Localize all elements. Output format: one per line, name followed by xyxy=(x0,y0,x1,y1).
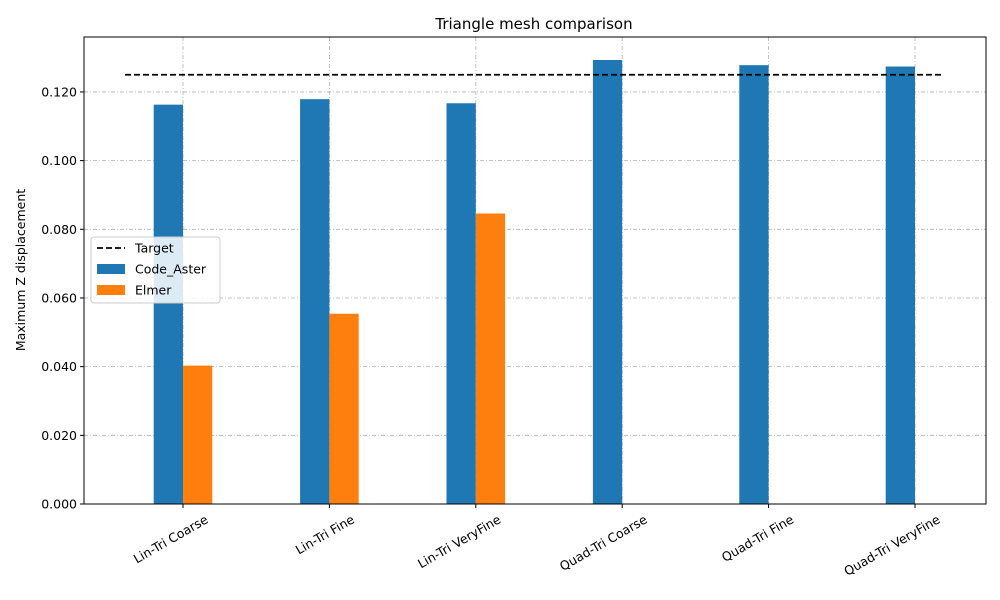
bar-code-aster xyxy=(592,60,623,504)
bar-code-aster xyxy=(885,66,915,504)
x-tick-label: Quad-Tri Fine xyxy=(719,511,796,564)
y-tick-label: 0.020 xyxy=(41,428,77,443)
x-tick-label: Quad-Tri VeryFine xyxy=(841,511,943,578)
chart-title: Triangle mesh comparison xyxy=(434,15,632,33)
x-tick-label: Quad-Tri Coarse xyxy=(557,511,650,573)
y-axis-label: Maximum Z displacement xyxy=(13,189,28,351)
bar-code-aster xyxy=(153,104,183,504)
bar-code-aster xyxy=(300,99,330,504)
x-tick-label: Lin-Tri Coarse xyxy=(131,511,211,566)
bar-elmer xyxy=(329,313,359,504)
bar-elmer xyxy=(475,213,506,504)
plot-frame xyxy=(83,36,987,505)
y-tick-label: 0.120 xyxy=(41,84,77,99)
y-axis: 0.000 0.020 0.040 0.060 0.080 0.100 0.120 xyxy=(41,84,84,512)
legend-swatch xyxy=(97,264,125,274)
legend-label: Code_Aster xyxy=(135,262,207,277)
bar-code-aster xyxy=(446,103,476,504)
legend: Target Code_Aster Elmer xyxy=(90,236,221,304)
x-tick-label: Lin-Tri Fine xyxy=(293,511,357,557)
bar-elmer xyxy=(183,365,213,504)
x-axis: Lin-Tri Coarse Lin-Tri Fine Lin-Tri VeryFi… xyxy=(131,504,943,579)
x-tick-label: Lin-Tri VeryFine xyxy=(415,511,504,571)
legend-swatch xyxy=(97,285,125,295)
y-tick-label: 0.060 xyxy=(41,290,77,305)
y-tick-label: 0.040 xyxy=(41,359,77,374)
y-tick-label: 0.100 xyxy=(41,153,77,168)
legend-label: Elmer xyxy=(135,283,172,298)
y-tick-label: 0.000 xyxy=(41,497,77,512)
legend-target-label: Target xyxy=(134,241,174,256)
y-tick-label: 0.080 xyxy=(41,222,77,237)
bar-code-aster xyxy=(739,65,769,505)
bars xyxy=(153,60,915,505)
